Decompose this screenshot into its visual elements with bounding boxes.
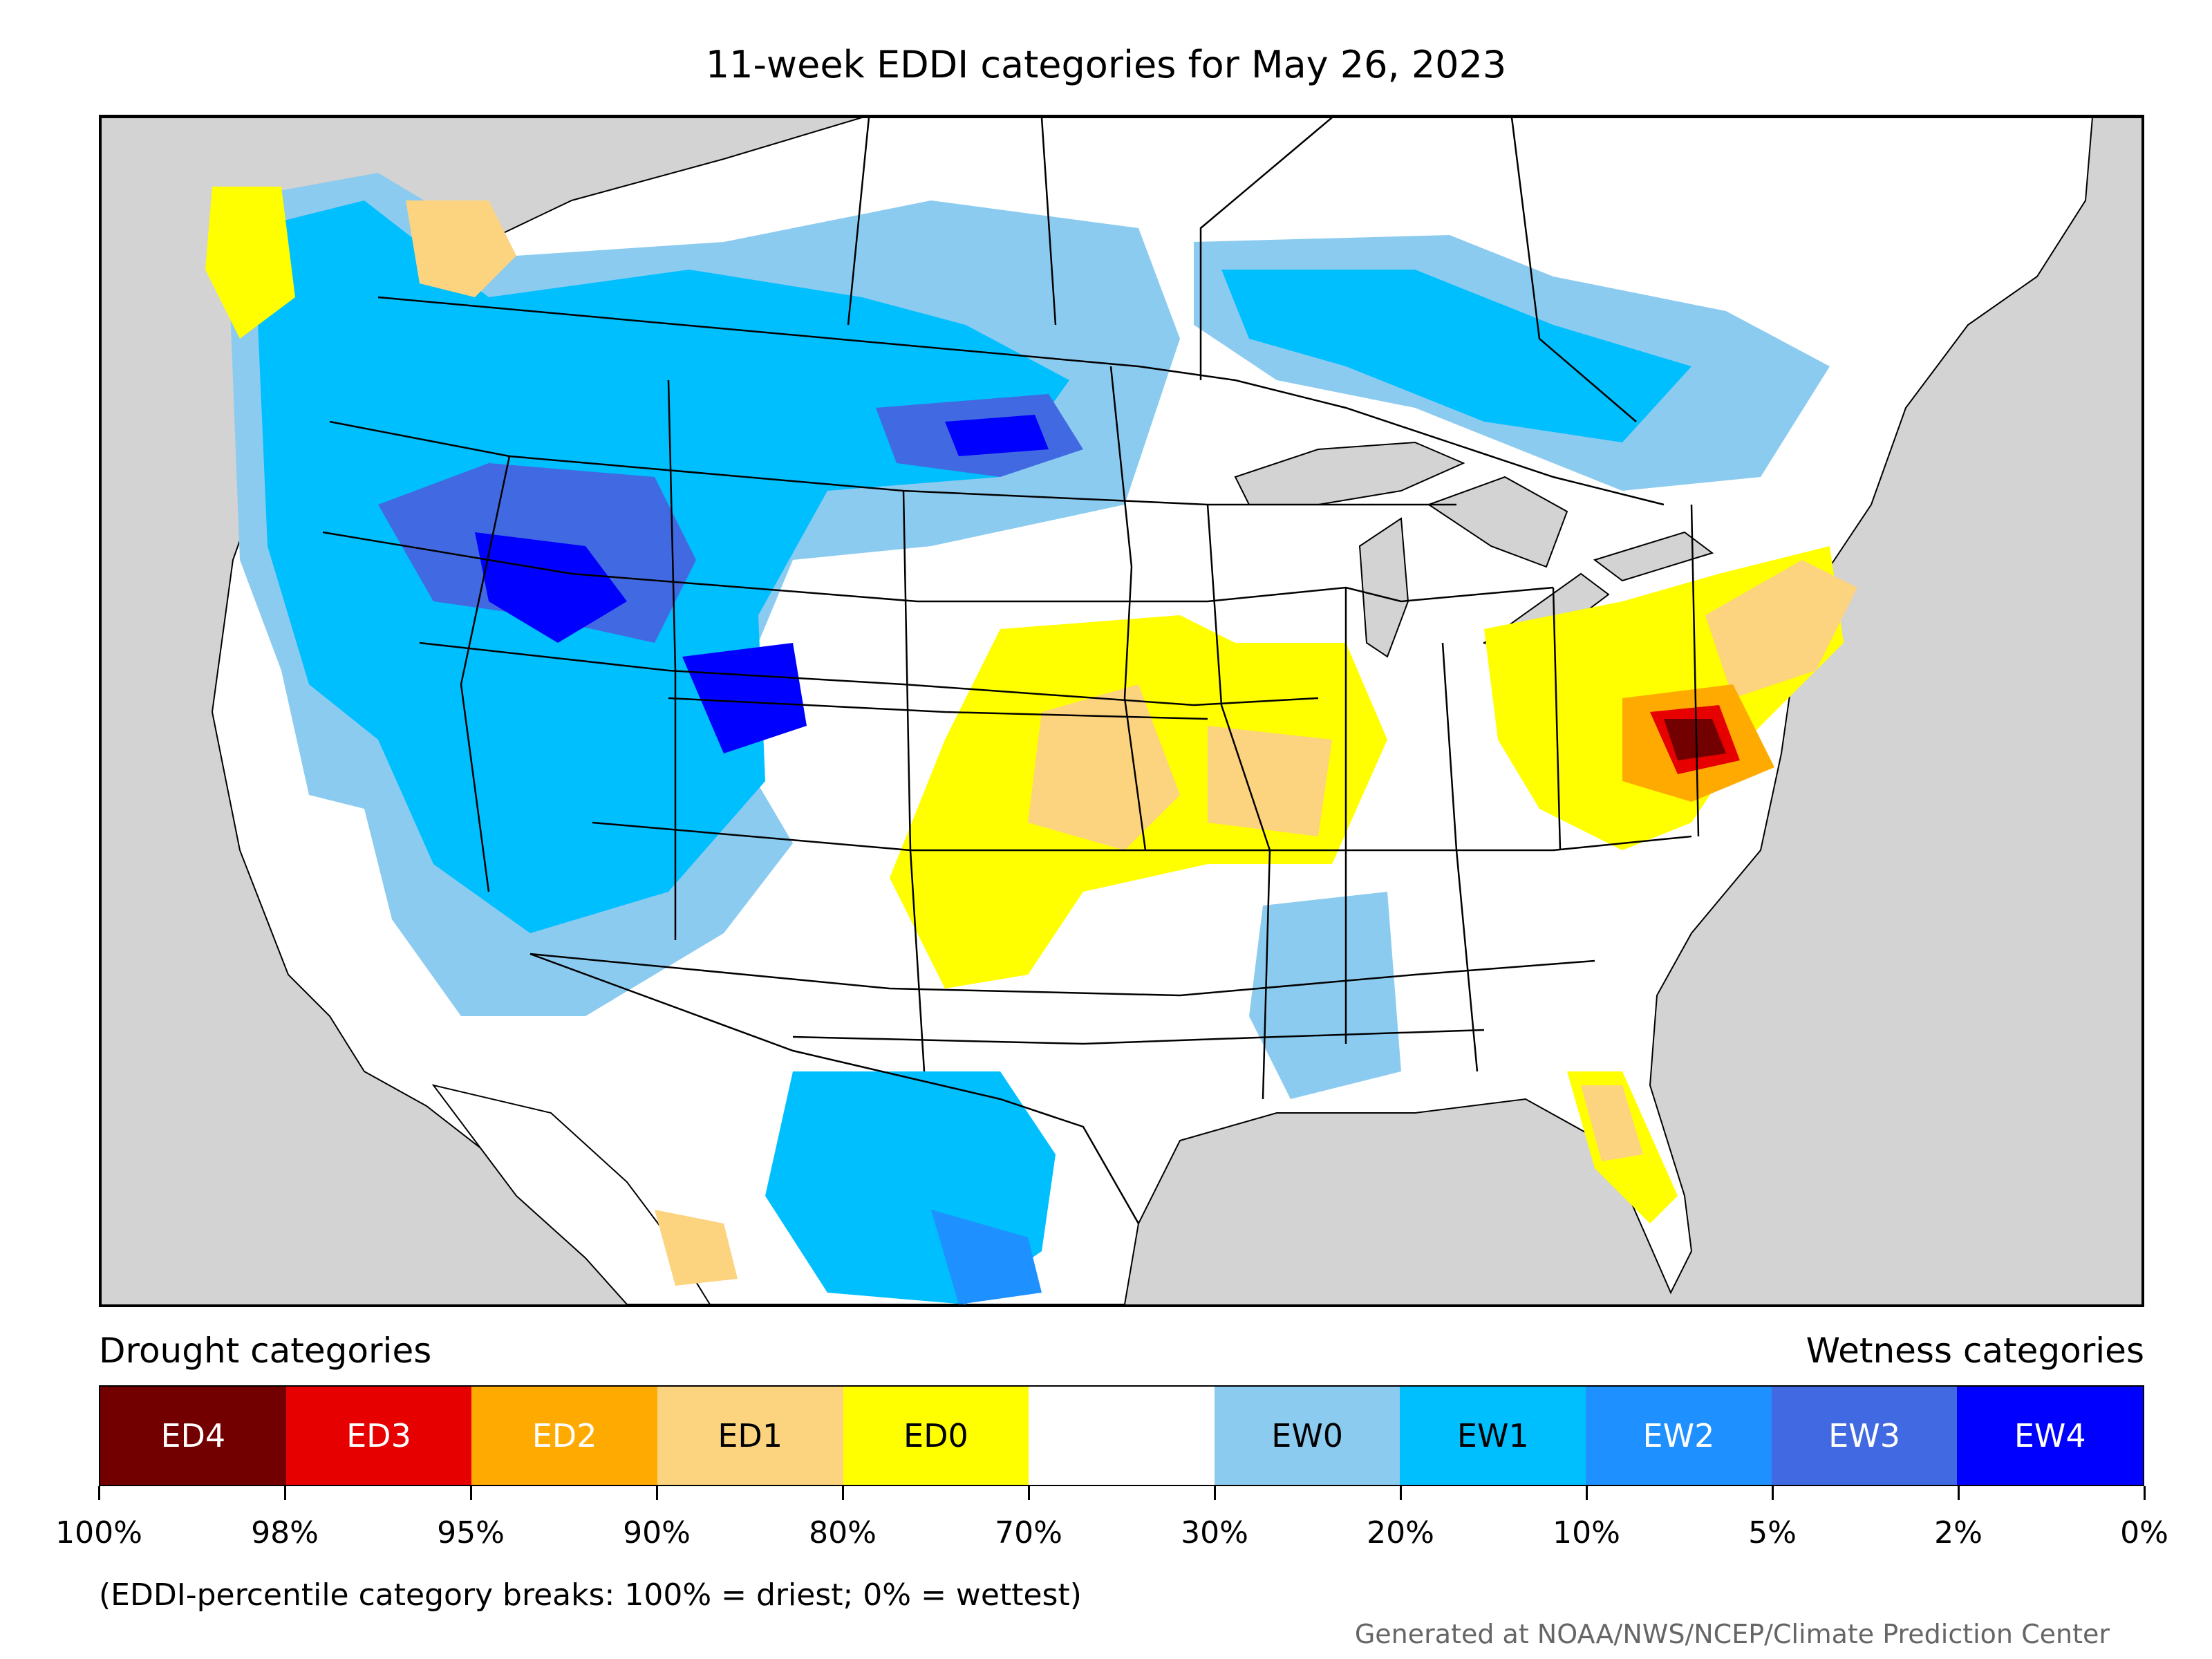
colorbar-tick (656, 1486, 658, 1500)
category-swatch: EW1 (1400, 1387, 1586, 1485)
colorbar-tick-label: 98% (251, 1515, 319, 1550)
drought-categories-heading: Drought categories (99, 1331, 432, 1371)
percentile-note: (EDDI-percentile category breaks: 100% =… (99, 1577, 1082, 1613)
colorbar-tick (1400, 1486, 1402, 1500)
colorbar-tick (842, 1486, 844, 1500)
wetness-patches (226, 173, 1830, 1304)
colorbar-tick (470, 1486, 472, 1500)
state-boundaries (322, 118, 1700, 1224)
eddi-map (99, 115, 2144, 1307)
colorbar-tick (98, 1486, 100, 1500)
colorbar-tick-label: 90% (623, 1515, 691, 1550)
map-title: 11-week EDDI categories for May 26, 2023 (705, 43, 1507, 86)
colorbar-tick-label: 80% (809, 1515, 877, 1550)
colorbar-tick (1586, 1486, 1588, 1500)
colorbar-tick-label: 100% (55, 1515, 142, 1550)
colorbar-tick-label: 70% (995, 1515, 1062, 1550)
category-swatch: ED2 (471, 1387, 657, 1485)
colorbar-tick-label: 2% (1934, 1515, 1983, 1550)
colorbar-tick-label: 5% (1748, 1515, 1797, 1550)
category-swatch: ED1 (657, 1387, 843, 1485)
credit-text: Generated at NOAA/NWS/NCEP/Climate Predi… (1354, 1619, 2110, 1649)
category-swatch: EW2 (1586, 1387, 1772, 1485)
colorbar-tick-label: 30% (1181, 1515, 1248, 1550)
map-canvas (102, 118, 2141, 1304)
wetness-categories-heading: Wetness categories (1806, 1331, 2144, 1371)
category-colorbar: ED4 ED3 ED2 ED1 ED0 EW0 EW1 EW2 EW3 EW4 (99, 1385, 2144, 1486)
colorbar-tick-label: 20% (1367, 1515, 1434, 1550)
category-swatch (1029, 1387, 1215, 1485)
colorbar-tick (1028, 1486, 1030, 1500)
colorbar-tick (1958, 1486, 1960, 1500)
category-swatch: EW0 (1214, 1387, 1400, 1485)
colorbar-tick (2144, 1486, 2146, 1500)
category-swatch: ED3 (285, 1387, 472, 1485)
colorbar-tick (284, 1486, 286, 1500)
category-swatch: ED4 (100, 1387, 286, 1485)
category-swatch: EW4 (1957, 1387, 2144, 1485)
colorbar-ticks (98, 1486, 2146, 1501)
colorbar-tick (1772, 1486, 1774, 1500)
category-swatch: EW3 (1771, 1387, 1958, 1485)
colorbar-tick-label: 10% (1553, 1515, 1620, 1550)
colorbar-tick-label: 95% (437, 1515, 505, 1550)
colorbar-tick (1214, 1486, 1216, 1500)
colorbar-tick-label: 0% (2120, 1515, 2168, 1550)
category-swatch: ED0 (843, 1387, 1029, 1485)
